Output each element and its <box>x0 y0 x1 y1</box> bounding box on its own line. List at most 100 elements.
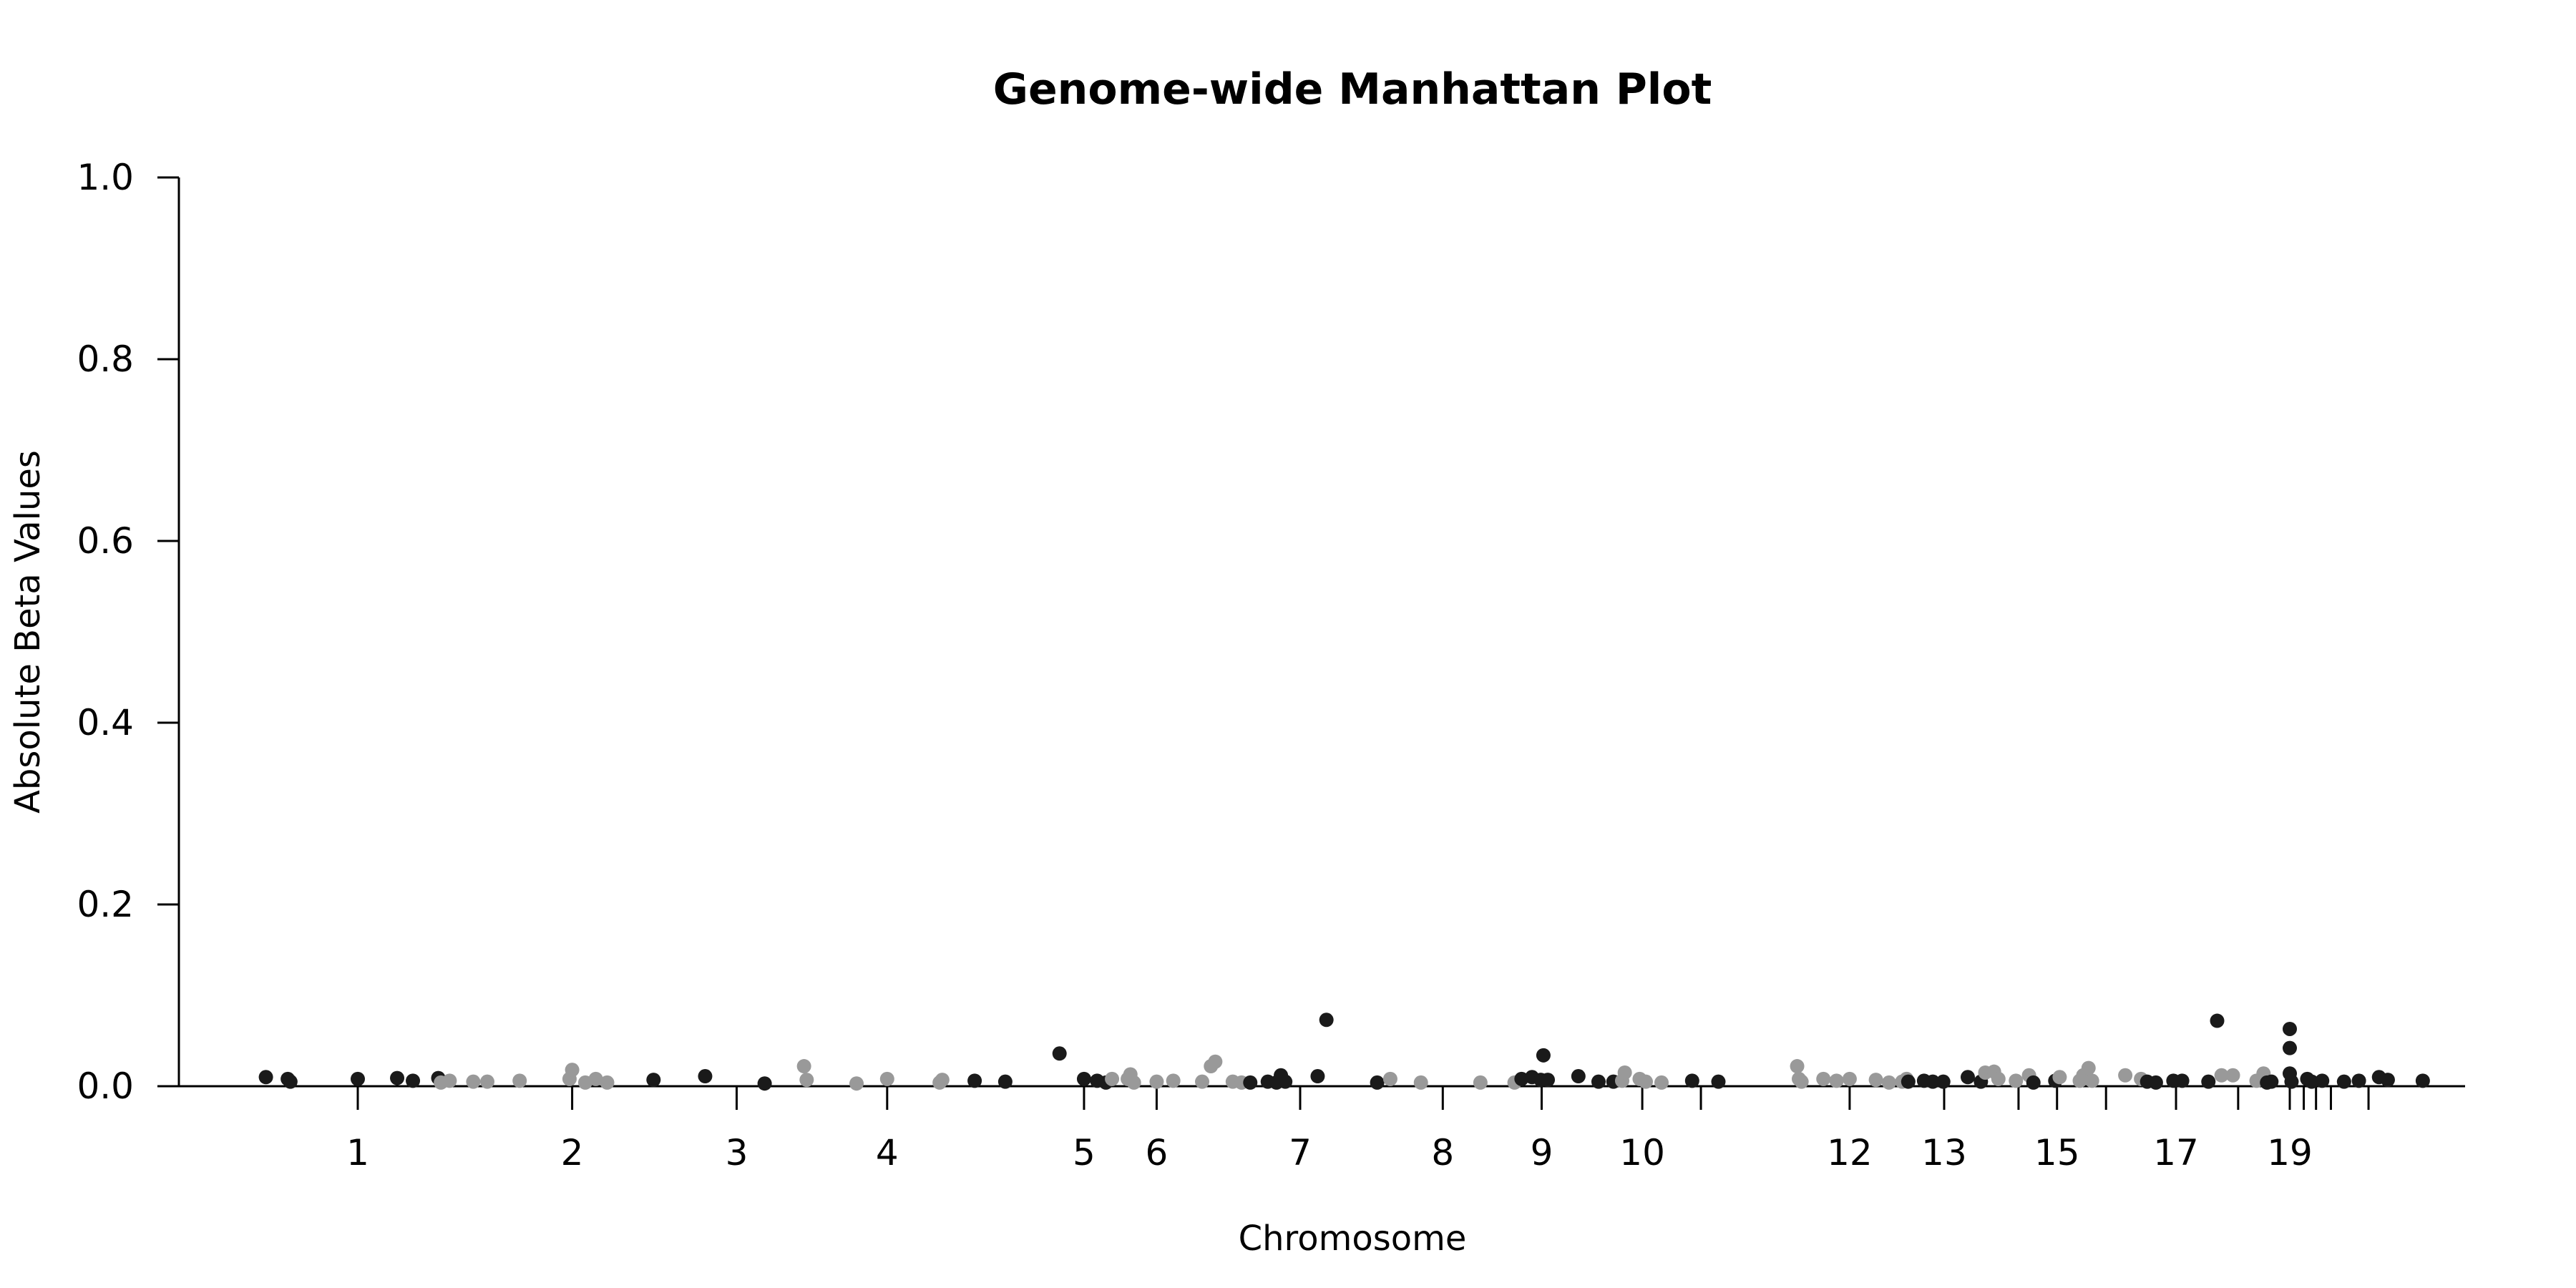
data-point <box>600 1075 615 1090</box>
y-axis: 0.0 0.2 0.4 0.6 0.8 1.0 <box>77 157 180 1107</box>
data-point <box>2118 1068 2133 1083</box>
x-tick-label: 7 <box>1289 1132 1312 1174</box>
data-points <box>258 1013 2430 1091</box>
data-point <box>1105 1071 1120 1086</box>
data-point <box>1794 1074 1809 1089</box>
y-tick-label: 0.0 <box>77 1065 134 1107</box>
data-point <box>1208 1054 1223 1069</box>
data-point <box>1541 1073 1556 1088</box>
data-point <box>2201 1074 2216 1089</box>
data-point <box>1571 1069 1586 1084</box>
data-point <box>442 1073 457 1088</box>
data-point <box>1881 1075 1896 1090</box>
data-point <box>1684 1073 1699 1088</box>
data-point <box>406 1073 421 1088</box>
data-point <box>466 1074 481 1089</box>
data-point <box>1617 1065 1632 1080</box>
data-point <box>1829 1073 1844 1088</box>
data-point <box>2175 1073 2190 1088</box>
data-point <box>2148 1075 2163 1090</box>
x-tick-label: 8 <box>1431 1132 1454 1174</box>
x-tick-label: 13 <box>1921 1132 1967 1174</box>
x-tick-label: 17 <box>2153 1132 2199 1174</box>
data-point <box>1052 1046 1067 1061</box>
data-point <box>283 1074 298 1089</box>
data-point <box>390 1070 405 1085</box>
x-tick-label: 5 <box>1073 1132 1096 1174</box>
data-point <box>1126 1075 1141 1090</box>
data-point <box>2283 1021 2297 1036</box>
data-point <box>2283 1040 2297 1055</box>
data-point <box>1370 1075 1385 1090</box>
data-point <box>2380 1073 2395 1088</box>
y-tick-label: 0.6 <box>77 520 134 562</box>
data-point <box>1926 1074 1941 1089</box>
x-axis-label: Chromosome <box>1239 1219 1467 1259</box>
data-point <box>1413 1075 1428 1090</box>
data-point <box>1868 1073 1883 1088</box>
x-tick-label: 9 <box>1531 1132 1553 1174</box>
data-point <box>1243 1075 1258 1090</box>
x-tick-label: 3 <box>726 1132 748 1174</box>
data-point <box>757 1076 772 1091</box>
data-point <box>1591 1074 1606 1089</box>
data-point <box>1711 1074 1726 1089</box>
data-point <box>2214 1068 2229 1083</box>
data-point <box>2052 1070 2067 1085</box>
data-point <box>997 1074 1013 1089</box>
x-tick-label: 10 <box>1619 1132 1665 1174</box>
data-point <box>1278 1074 1293 1089</box>
data-point <box>2081 1060 2096 1075</box>
data-point <box>2336 1074 2351 1089</box>
data-point <box>1149 1074 1164 1089</box>
data-point <box>1473 1075 1488 1090</box>
data-point <box>849 1076 864 1091</box>
data-point <box>2264 1074 2279 1089</box>
data-point <box>796 1059 811 1074</box>
data-point <box>2084 1073 2099 1088</box>
data-point <box>1654 1075 1669 1090</box>
data-point <box>565 1063 580 1078</box>
data-point <box>967 1073 982 1088</box>
x-tick-label: 19 <box>2267 1132 2313 1174</box>
data-point <box>1790 1059 1805 1074</box>
data-point <box>1842 1071 1857 1086</box>
y-axis-label: Absolute Beta Values <box>8 450 48 814</box>
x-axis: 1 2 3 4 5 6 7 8 9 10 12 13 15 17 19 <box>179 1085 2465 1174</box>
data-point <box>2351 1073 2366 1088</box>
data-point <box>1639 1074 1653 1089</box>
data-point <box>1195 1074 1210 1089</box>
y-tick-label: 0.4 <box>77 702 134 743</box>
data-point <box>935 1073 950 1088</box>
data-point <box>1936 1074 1951 1089</box>
data-point <box>1382 1071 1397 1086</box>
data-point <box>1319 1013 1334 1028</box>
data-point <box>698 1069 713 1084</box>
data-point <box>351 1071 365 1086</box>
x-tick-label: 15 <box>2034 1132 2080 1174</box>
data-point <box>479 1074 494 1089</box>
data-point <box>646 1073 661 1088</box>
y-tick-label: 0.8 <box>77 338 134 380</box>
data-point <box>1076 1071 1091 1086</box>
data-point <box>2210 1013 2225 1028</box>
x-tick-label: 2 <box>561 1132 584 1174</box>
data-point <box>258 1070 273 1085</box>
data-point <box>2415 1073 2430 1088</box>
data-point <box>879 1071 894 1086</box>
data-point <box>2009 1073 2024 1088</box>
data-point <box>1816 1071 1831 1086</box>
y-tick-label: 1.0 <box>77 157 134 198</box>
x-tick-label: 1 <box>346 1132 369 1174</box>
x-tick-label: 6 <box>1146 1132 1169 1174</box>
data-point <box>799 1073 814 1088</box>
data-point <box>1991 1071 2006 1086</box>
data-point <box>1536 1048 1551 1063</box>
y-tick-label: 0.2 <box>77 884 134 925</box>
data-point <box>1961 1070 1975 1085</box>
data-point <box>2225 1068 2240 1083</box>
data-point <box>2304 1074 2319 1089</box>
data-point <box>2026 1075 2041 1090</box>
data-point <box>512 1073 527 1088</box>
